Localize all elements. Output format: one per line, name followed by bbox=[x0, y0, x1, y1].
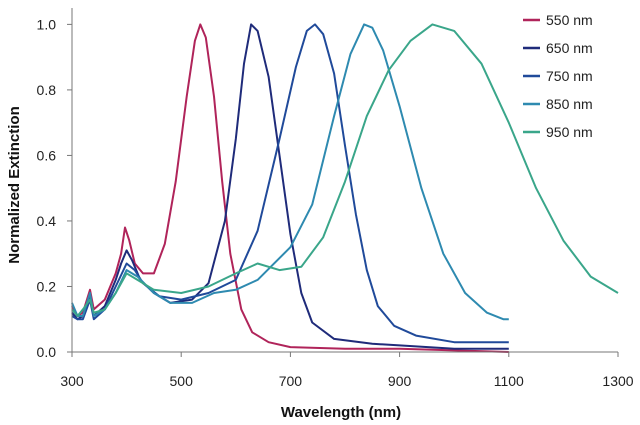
x-tick-label: 300 bbox=[60, 373, 84, 389]
x-tick-label: 500 bbox=[170, 373, 194, 389]
x-tick-label: 1300 bbox=[602, 373, 633, 389]
series-line-650-nm bbox=[71, 23, 509, 350]
x-axis-ticks: 300 500 700 900 1100 1300 bbox=[60, 352, 634, 389]
y-tick-label: 0.2 bbox=[37, 278, 57, 294]
y-axis-ticks: 0.0 0.2 0.4 0.6 0.8 1.0 bbox=[37, 16, 72, 360]
legend-label: 750 nm bbox=[546, 68, 593, 84]
series-line-750-nm bbox=[71, 23, 509, 344]
axes bbox=[71, 8, 618, 353]
series-line-850-nm bbox=[71, 23, 509, 321]
y-tick-label: 0.8 bbox=[37, 82, 57, 98]
x-tick-label: 1100 bbox=[494, 373, 524, 389]
y-tick-label: 1.0 bbox=[37, 16, 57, 32]
y-tick-label: 0.6 bbox=[37, 147, 57, 163]
series-line-950-nm bbox=[71, 23, 619, 317]
legend-label: 950 nm bbox=[546, 124, 593, 140]
legend-label: 550 nm bbox=[546, 12, 593, 28]
legend-label: 650 nm bbox=[546, 40, 593, 56]
legend-label: 850 nm bbox=[546, 96, 593, 112]
y-tick-label: 0.4 bbox=[37, 213, 57, 229]
plot-lines bbox=[71, 23, 619, 353]
x-axis-title: Wavelength (nm) bbox=[281, 404, 401, 421]
legend: 550 nm 650 nm 750 nm 850 nm 950 nm bbox=[523, 12, 593, 140]
x-tick-label: 900 bbox=[388, 373, 412, 389]
y-axis-title: Normalized Extinction bbox=[6, 106, 23, 264]
x-tick-label: 700 bbox=[279, 373, 303, 389]
y-tick-label: 0.0 bbox=[37, 344, 57, 360]
series-line-550-nm bbox=[71, 23, 509, 353]
